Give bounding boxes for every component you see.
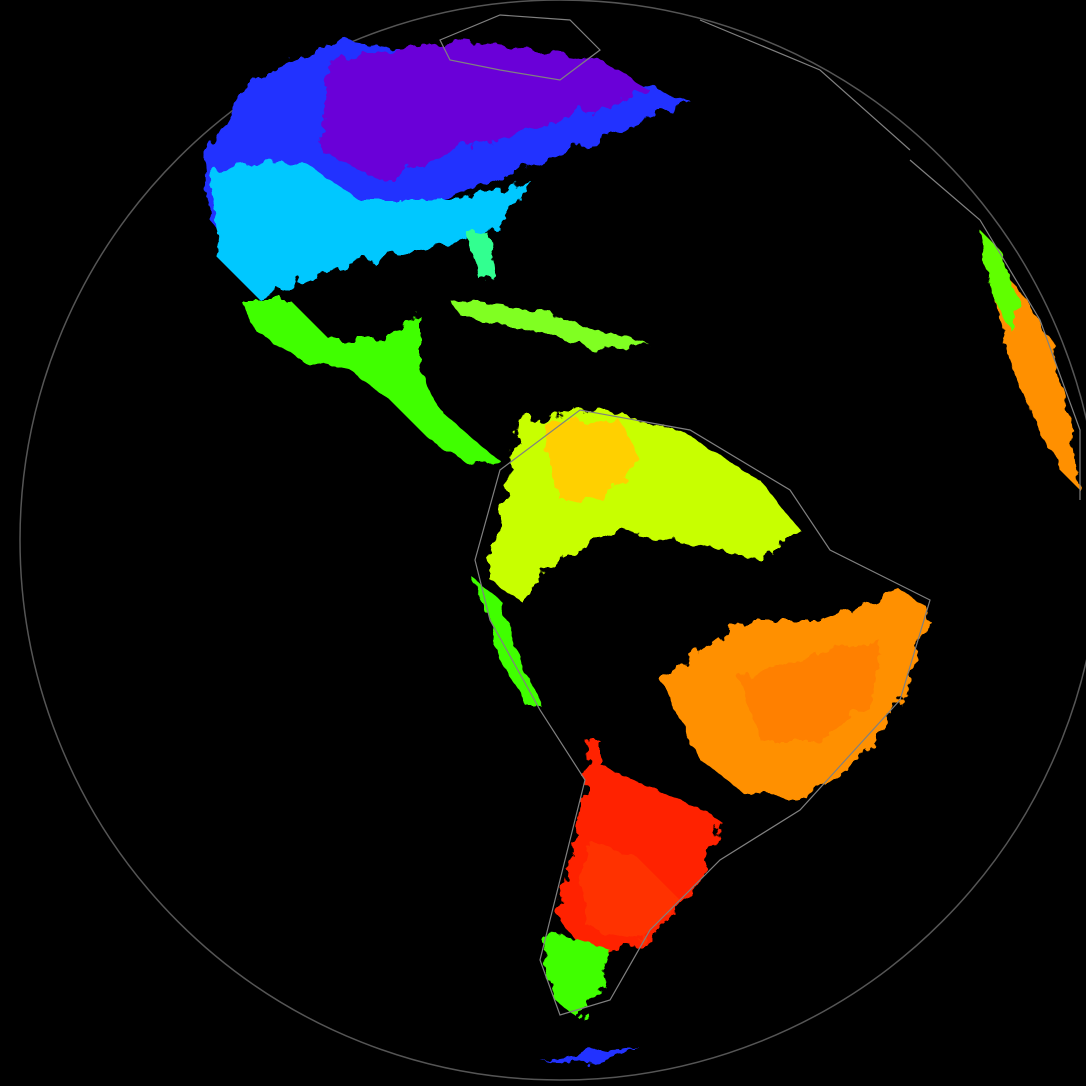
north-america-south xyxy=(210,160,530,300)
northern-south-america-yellow xyxy=(540,420,640,500)
greenland-outline xyxy=(439,14,601,81)
northern-south-america xyxy=(490,410,800,600)
coastlines xyxy=(439,14,1081,1016)
west-coast-south-america xyxy=(475,580,545,710)
south-america-outline xyxy=(474,409,931,1016)
chile-red xyxy=(585,740,600,800)
florida xyxy=(465,230,495,280)
west-africa-green xyxy=(980,230,1020,330)
patagonia xyxy=(545,930,610,1020)
caribbean xyxy=(450,300,650,350)
globe-limb xyxy=(19,0,1086,1081)
brazil-east-orange xyxy=(740,640,880,740)
arctic-outline xyxy=(699,19,911,151)
africa-outline xyxy=(909,159,1081,500)
antarctic-peninsula xyxy=(540,1048,640,1062)
argentina-red xyxy=(580,840,680,940)
mexico-central-america xyxy=(240,300,500,465)
